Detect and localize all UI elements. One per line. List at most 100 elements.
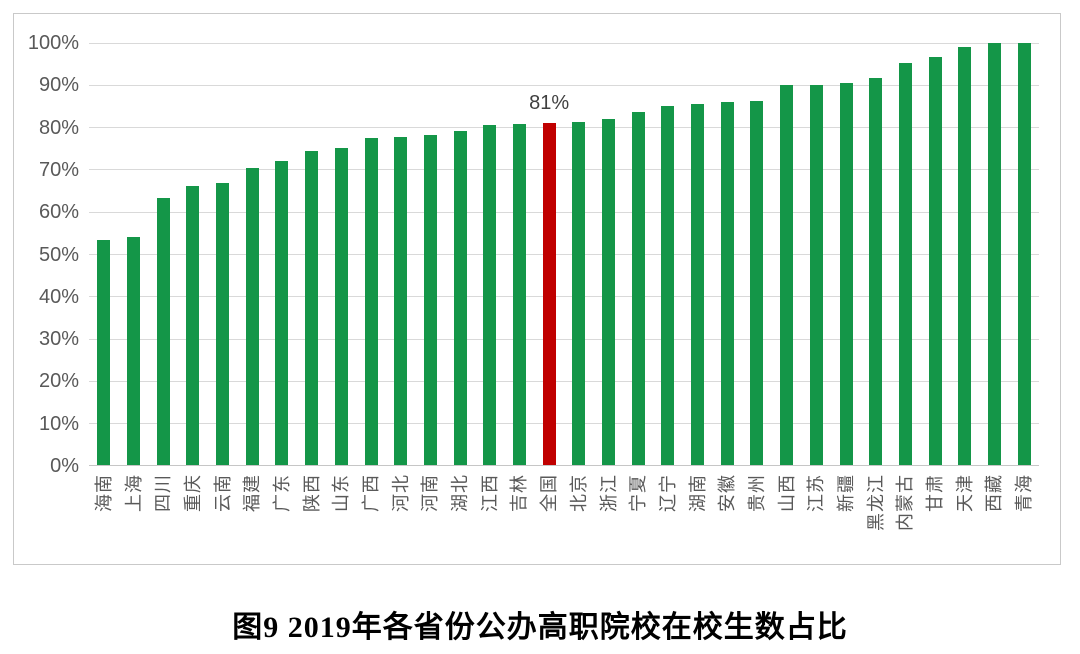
bar [869,78,883,466]
x-axis-label-text: 宁夏 [628,474,649,512]
bar [156,197,170,466]
bar-cell [802,43,832,466]
figure-caption: 图9 2019年各省份公办高职院校在校生数占比 [232,611,848,644]
x-axis-label-text: 江西 [479,474,500,512]
x-axis-label-text: 浙江 [598,474,619,512]
bar-cell [1009,43,1039,466]
x-axis-label: 宁夏 [623,474,653,564]
x-axis-label: 江西 [475,474,505,564]
bar-national-highlight [542,123,556,466]
gridline [89,211,1039,213]
bar [661,105,675,466]
gridline [89,423,1039,425]
y-axis-tick-label: 80% [38,116,79,139]
x-axis-label-text: 陕西 [301,474,322,512]
bar [483,125,497,466]
bar-cell [416,43,446,466]
x-axis-label-text: 海南 [93,474,114,512]
bar [631,111,645,466]
x-axis-label-text: 河南 [420,474,441,512]
bar-cell [891,43,921,466]
bar-cell [445,43,475,466]
bar [275,161,289,466]
y-axis-tick-label: 60% [38,201,79,224]
bar [928,57,942,466]
x-axis-label: 安徽 [712,474,742,564]
chart-frame: 0% 10% 20% 30% 40% 50% 60% 70% 80% 90% 100% 81% 海南… [13,13,1061,565]
bar-cell [356,43,386,466]
bar-cell [475,43,505,466]
bar-cell [861,43,891,466]
bar [216,183,230,466]
x-axis-label-text: 云南 [212,474,233,512]
bar-cell [89,43,119,466]
y-axis-tick-label: 40% [38,285,79,308]
x-axis-label-text: 广西 [361,474,382,512]
gridline [89,380,1039,382]
bar-cell [178,43,208,466]
x-axis-label: 云南 [208,474,238,564]
x-axis-label: 新疆 [831,474,861,564]
x-axis-label-text: 山西 [776,474,797,512]
bar-cell [148,43,178,466]
x-axis-label-text: 河北 [390,474,411,512]
bar [186,185,200,466]
x-axis-label-text: 北京 [568,474,589,512]
bar [423,135,437,466]
bar-cell [683,43,713,466]
y-axis-tick-label: 30% [38,328,79,351]
x-axis-label-text: 吉林 [509,474,530,512]
bar-cell [623,43,653,466]
x-axis-label: 贵州 [742,474,772,564]
x-axis-label-text: 青海 [1014,474,1035,512]
x-axis-label: 山东 [327,474,357,564]
value-annotation: 81% [529,92,570,115]
gridline [89,127,1039,129]
bar [394,136,408,466]
bar [987,43,1001,466]
x-axis-label: 河南 [416,474,446,564]
x-axis-labels: 海南 上海 四川 重庆 云南 福建 广东 陕西 山东 广西 河北 河南 湖北 江西 吉林 全国 北京 浙江 宁夏 辽宁… [89,474,1039,564]
bar [127,237,141,466]
bars-row: 81% [89,43,1039,466]
bar-cell [831,43,861,466]
bar-cell [980,43,1010,466]
bar-cell [386,43,416,466]
x-axis-label: 广西 [356,474,386,564]
bar-cell [594,43,624,466]
x-axis-label: 全国 [534,474,564,564]
x-axis-label-text: 黑龙江 [865,474,886,531]
x-axis-label: 吉林 [505,474,535,564]
gridline [89,84,1039,86]
x-axis-label: 西藏 [980,474,1010,564]
gridline [89,296,1039,298]
plot-area: 0% 10% 20% 30% 40% 50% 60% 70% 80% 90% 100% 81% [28,33,1039,476]
y-axis-tick-label: 20% [38,370,79,393]
bar [97,239,111,466]
x-axis-label-text: 甘肃 [925,474,946,512]
bar [305,151,319,466]
bar-cell [742,43,772,466]
y-axis-tick-label: 0% [50,455,79,477]
x-axis-label: 浙江 [594,474,624,564]
bar-cell [712,43,742,466]
bar [245,168,259,466]
x-axis-label-text: 重庆 [182,474,203,512]
bar-cell [208,43,238,466]
bar-cell: 81% [529,43,569,466]
bar [602,118,616,466]
bar [898,62,912,466]
x-axis-label-text: 福建 [242,474,263,512]
gridline [89,42,1039,44]
y-axis-tick-label: 90% [38,74,79,97]
x-axis-label-text: 四川 [153,474,174,512]
bar [780,85,794,466]
x-axis-line [89,465,1039,466]
x-axis-label-text: 上海 [123,474,144,512]
x-axis-label: 四川 [148,474,178,564]
bar [512,124,526,466]
x-axis-label: 湖南 [683,474,713,564]
bar-cell [505,43,535,466]
bar-cell [119,43,149,466]
bar-cell [297,43,327,466]
